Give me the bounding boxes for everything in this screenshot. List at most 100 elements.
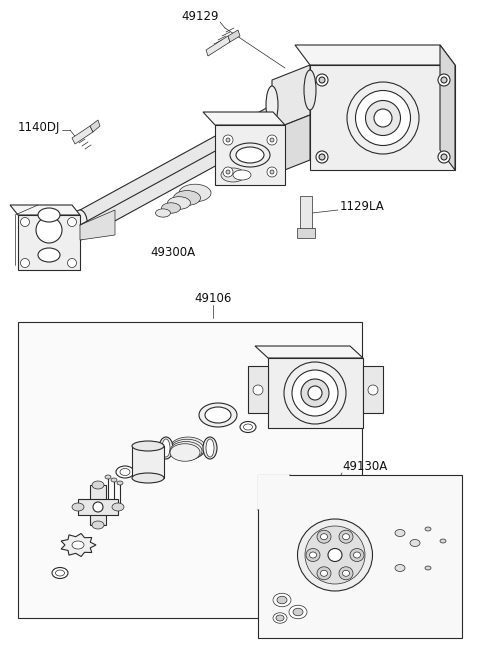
Ellipse shape xyxy=(273,613,287,623)
Ellipse shape xyxy=(266,86,278,124)
Ellipse shape xyxy=(243,424,252,430)
Ellipse shape xyxy=(179,184,211,202)
Ellipse shape xyxy=(368,385,378,395)
Ellipse shape xyxy=(339,567,353,579)
Ellipse shape xyxy=(223,167,233,177)
Polygon shape xyxy=(440,45,455,170)
Ellipse shape xyxy=(72,541,84,549)
Ellipse shape xyxy=(199,403,237,427)
Ellipse shape xyxy=(116,466,134,478)
Ellipse shape xyxy=(68,258,76,267)
Ellipse shape xyxy=(68,217,76,227)
Ellipse shape xyxy=(292,370,338,416)
Text: 49106: 49106 xyxy=(194,292,232,304)
Ellipse shape xyxy=(161,203,180,214)
Ellipse shape xyxy=(321,570,327,576)
Polygon shape xyxy=(61,533,96,556)
Ellipse shape xyxy=(156,209,170,217)
Ellipse shape xyxy=(170,443,200,461)
Ellipse shape xyxy=(132,441,164,451)
Ellipse shape xyxy=(112,503,124,511)
Ellipse shape xyxy=(159,437,173,459)
Polygon shape xyxy=(72,126,93,144)
Ellipse shape xyxy=(298,519,372,591)
Polygon shape xyxy=(272,115,310,175)
Ellipse shape xyxy=(38,248,60,262)
Ellipse shape xyxy=(347,82,419,154)
Polygon shape xyxy=(297,228,315,238)
Polygon shape xyxy=(300,196,312,230)
Ellipse shape xyxy=(317,567,331,579)
Ellipse shape xyxy=(425,527,431,531)
Ellipse shape xyxy=(365,101,400,135)
Ellipse shape xyxy=(343,570,349,576)
Ellipse shape xyxy=(316,74,328,86)
Ellipse shape xyxy=(21,258,29,267)
Ellipse shape xyxy=(289,605,307,619)
Ellipse shape xyxy=(223,135,233,145)
Ellipse shape xyxy=(267,135,277,145)
Polygon shape xyxy=(363,366,383,413)
Ellipse shape xyxy=(438,74,450,86)
Text: 1140DJ: 1140DJ xyxy=(18,120,60,133)
Ellipse shape xyxy=(277,597,287,604)
Ellipse shape xyxy=(205,407,231,423)
Ellipse shape xyxy=(356,91,410,145)
Ellipse shape xyxy=(305,526,365,584)
Ellipse shape xyxy=(317,530,331,543)
Ellipse shape xyxy=(38,208,60,222)
Polygon shape xyxy=(80,210,115,240)
Ellipse shape xyxy=(440,539,446,543)
Ellipse shape xyxy=(328,549,342,562)
Ellipse shape xyxy=(270,170,274,174)
Ellipse shape xyxy=(273,593,291,607)
Polygon shape xyxy=(132,446,164,478)
Ellipse shape xyxy=(304,70,316,110)
Polygon shape xyxy=(80,105,272,240)
Ellipse shape xyxy=(72,210,87,240)
Ellipse shape xyxy=(308,386,322,400)
Text: 49300A: 49300A xyxy=(150,246,195,258)
Ellipse shape xyxy=(441,154,447,160)
Polygon shape xyxy=(18,215,80,270)
Polygon shape xyxy=(258,475,290,510)
Text: 49130A: 49130A xyxy=(342,461,387,474)
Ellipse shape xyxy=(270,138,274,142)
Ellipse shape xyxy=(306,549,320,562)
Ellipse shape xyxy=(395,530,405,537)
Ellipse shape xyxy=(92,481,104,489)
Ellipse shape xyxy=(353,552,360,558)
Polygon shape xyxy=(310,65,455,170)
Ellipse shape xyxy=(132,473,164,483)
Ellipse shape xyxy=(120,468,130,476)
Ellipse shape xyxy=(343,533,349,539)
Ellipse shape xyxy=(374,109,392,127)
Ellipse shape xyxy=(236,147,264,163)
Ellipse shape xyxy=(410,539,420,547)
Ellipse shape xyxy=(170,442,202,461)
Ellipse shape xyxy=(438,151,450,163)
Ellipse shape xyxy=(267,167,277,177)
Ellipse shape xyxy=(92,521,104,529)
Ellipse shape xyxy=(52,568,68,579)
Ellipse shape xyxy=(105,475,111,479)
Ellipse shape xyxy=(221,168,245,182)
Ellipse shape xyxy=(395,564,405,572)
Ellipse shape xyxy=(253,385,263,395)
Polygon shape xyxy=(206,36,230,56)
Polygon shape xyxy=(78,499,118,515)
Polygon shape xyxy=(215,125,285,185)
Ellipse shape xyxy=(319,154,325,160)
Ellipse shape xyxy=(117,481,123,485)
Polygon shape xyxy=(272,65,310,130)
Text: 1129LA: 1129LA xyxy=(340,200,385,214)
Ellipse shape xyxy=(301,379,329,407)
Ellipse shape xyxy=(441,77,447,83)
Ellipse shape xyxy=(310,552,316,558)
Ellipse shape xyxy=(230,143,270,167)
Polygon shape xyxy=(90,120,100,132)
Text: 49129: 49129 xyxy=(181,9,219,22)
Polygon shape xyxy=(295,45,455,65)
Ellipse shape xyxy=(425,566,431,570)
Ellipse shape xyxy=(226,138,230,142)
